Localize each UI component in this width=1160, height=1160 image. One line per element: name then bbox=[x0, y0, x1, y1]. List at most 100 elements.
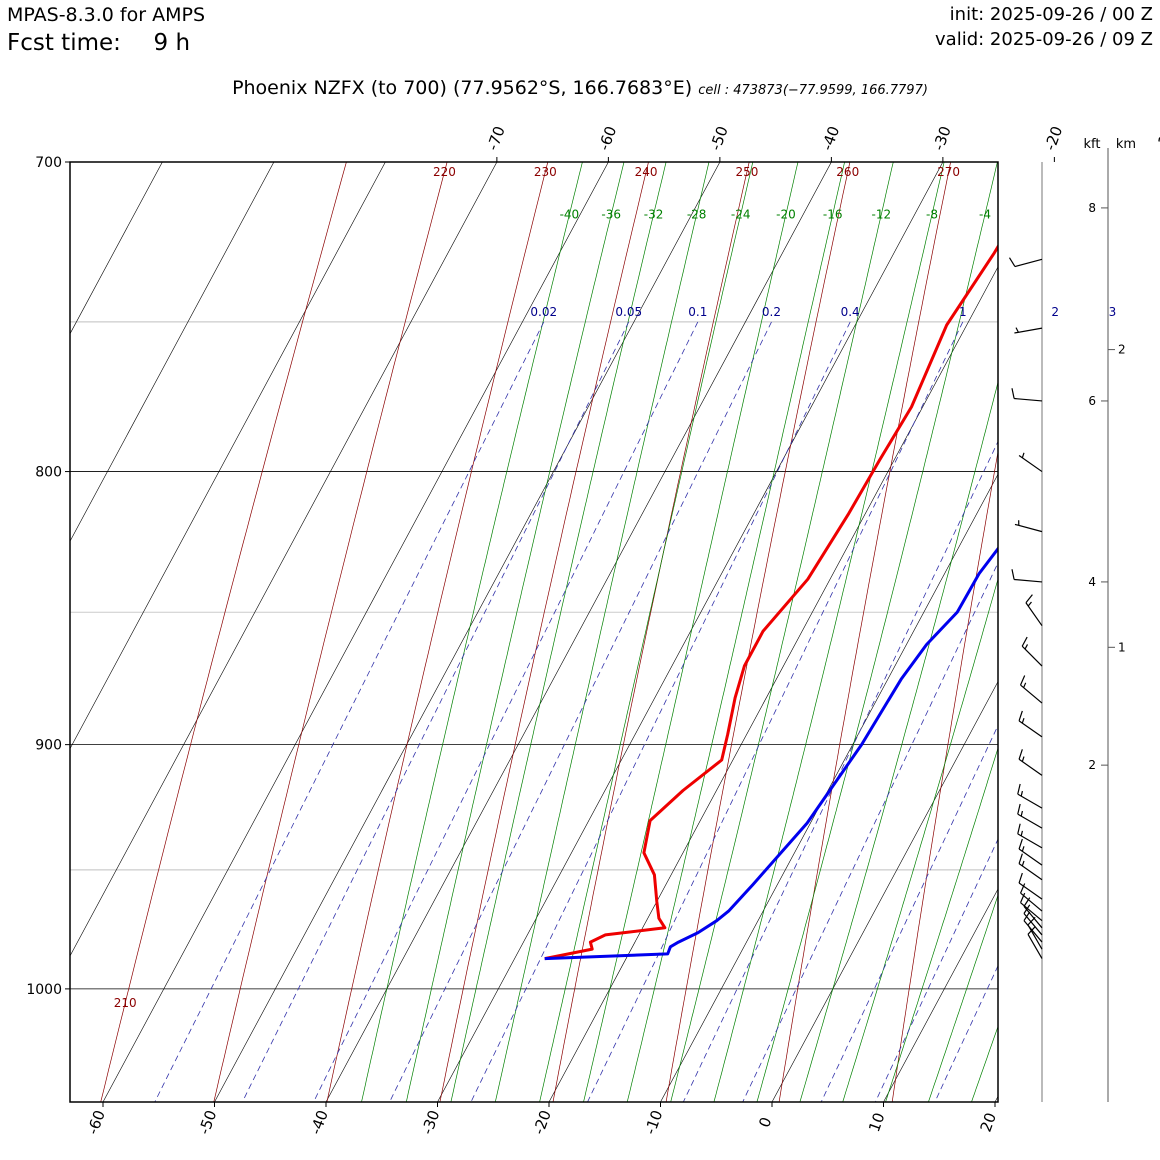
mixing-ratio-line bbox=[874, 838, 998, 1102]
kft-label: kft bbox=[1084, 137, 1101, 152]
wind-barb bbox=[1018, 853, 1043, 881]
dry-adiabat bbox=[891, 449, 998, 1102]
wind-barb bbox=[1019, 892, 1043, 922]
km-tick-label: 1 bbox=[1118, 640, 1126, 654]
temp-tick-label-bottom: -40 bbox=[307, 1108, 332, 1137]
moist-adiabat-label: -4 bbox=[979, 207, 991, 221]
km-tick-label: 2 bbox=[1118, 343, 1126, 357]
wind-barb bbox=[1008, 257, 1043, 268]
mixing-ratio-label: 3 bbox=[1109, 305, 1117, 319]
barb-staff bbox=[1023, 905, 1043, 929]
pressure-tick-label: 700 bbox=[35, 155, 62, 171]
dry-adiabat bbox=[326, 162, 549, 1102]
wind-barb bbox=[1018, 452, 1043, 473]
barb-feather bbox=[1011, 388, 1015, 399]
dry-adiabat bbox=[552, 162, 750, 1102]
temp-tick-label-bottom: -30 bbox=[418, 1108, 443, 1137]
barb-staff bbox=[1018, 848, 1043, 866]
barb-staff bbox=[1021, 645, 1043, 667]
barb-feather bbox=[1025, 594, 1033, 604]
barb-staff bbox=[1017, 813, 1043, 829]
forecast-time: Fcst time: 9 h bbox=[7, 30, 190, 56]
mixing-ratio-label: 1 bbox=[959, 305, 967, 319]
pressure-tick-label: 900 bbox=[35, 738, 62, 754]
barb-half-feather bbox=[1015, 327, 1019, 333]
barb-staff bbox=[1018, 758, 1043, 776]
isotherm bbox=[325, 162, 832, 1102]
dry-adiabat-label: 270 bbox=[937, 165, 960, 179]
dry-adiabat bbox=[1116, 129, 1160, 1124]
isotherm bbox=[771, 681, 998, 1102]
dry-adiabat-label: 230 bbox=[534, 165, 557, 179]
dry-adiabat bbox=[1002, 129, 1158, 1124]
forecast-time-value: 9 h bbox=[153, 30, 191, 56]
moist-adiabat bbox=[971, 1025, 998, 1102]
kft-tick-label: 6 bbox=[1088, 394, 1096, 408]
barb-staff bbox=[1020, 892, 1043, 912]
init-time: init: 2025-09-26 / 00 Z bbox=[949, 4, 1153, 25]
barb-feather bbox=[1017, 803, 1021, 815]
moist-adiabat bbox=[885, 746, 998, 1102]
barb-staff bbox=[1014, 523, 1043, 533]
barb-feather bbox=[1021, 636, 1028, 647]
moist-adiabat-label: -8 bbox=[926, 207, 938, 221]
temp-tick-label-bottom: -20 bbox=[530, 1108, 555, 1137]
temp-tick-label-top: -30 bbox=[930, 124, 955, 153]
dry-adiabat-label: 240 bbox=[635, 165, 658, 179]
wind-barb bbox=[1025, 594, 1043, 627]
kft-tick-label: 2 bbox=[1088, 758, 1096, 772]
cell-label: cell : 473873(−77.9599, 166.7797) bbox=[698, 83, 928, 98]
temperature-profile bbox=[544, 243, 998, 961]
wind-barb bbox=[1019, 675, 1043, 704]
wind-barb bbox=[1017, 803, 1043, 829]
chart-title: Phoenix NZFX (to 700) (77.9562°S, 166.76… bbox=[0, 77, 1160, 99]
kft-tick-label: 4 bbox=[1088, 575, 1096, 589]
mixing-ratio-label: 0.4 bbox=[841, 305, 860, 319]
barb-feather bbox=[1011, 569, 1015, 580]
wind-barb bbox=[1017, 783, 1043, 809]
barb-feather bbox=[1018, 853, 1023, 864]
isotherm bbox=[70, 162, 163, 335]
barb-feather bbox=[1018, 749, 1023, 760]
barb-feather bbox=[1018, 872, 1023, 884]
dry-adiabat-label: 250 bbox=[735, 165, 758, 179]
wind-barb bbox=[1011, 388, 1043, 402]
moist-adiabat-label: -24 bbox=[731, 207, 751, 221]
temp-tick-label-top: -10 bbox=[1153, 124, 1160, 153]
moist-adiabat-label: -28 bbox=[687, 207, 707, 221]
moist-adiabat bbox=[928, 893, 998, 1102]
barb-staff bbox=[1020, 902, 1043, 922]
barb-staff bbox=[1023, 920, 1043, 943]
barb-half-feather bbox=[1020, 810, 1024, 817]
moist-adiabat-label: -12 bbox=[871, 207, 891, 221]
temp-tick-label-top: -70 bbox=[484, 124, 509, 153]
barb-feather bbox=[1008, 257, 1016, 267]
barb-feather bbox=[1019, 883, 1026, 894]
isotherm bbox=[214, 162, 721, 1102]
dry-adiabat bbox=[100, 162, 347, 1102]
wind-barb bbox=[1018, 749, 1043, 776]
barb-staff bbox=[1020, 684, 1043, 704]
dry-adiabat bbox=[439, 162, 649, 1102]
mixing-ratio-label: 2 bbox=[1051, 305, 1059, 319]
mixing-ratio-line bbox=[820, 724, 998, 1102]
temp-tick-label-bottom: 0 bbox=[755, 1115, 775, 1130]
isotherm bbox=[437, 162, 944, 1102]
barb-feather bbox=[1017, 823, 1021, 835]
barb-half-feather bbox=[1021, 717, 1025, 724]
mixing-ratio-label: 0.05 bbox=[615, 305, 642, 319]
mixing-ratio-line bbox=[470, 321, 851, 1102]
moist-adiabat bbox=[361, 162, 583, 1102]
barb-staff bbox=[1018, 455, 1043, 473]
moist-adiabat bbox=[405, 162, 625, 1102]
temp-tick-label-bottom: -10 bbox=[641, 1108, 666, 1137]
dry-adiabat bbox=[213, 162, 448, 1102]
temp-tick-label-top: -20 bbox=[1041, 124, 1066, 153]
moist-adiabat bbox=[450, 162, 667, 1102]
moist-adiabat bbox=[713, 162, 945, 1102]
barb-half-feather bbox=[1020, 830, 1024, 837]
moist-adiabat bbox=[494, 162, 710, 1102]
temp-tick-label-bottom: -60 bbox=[84, 1108, 109, 1137]
mixing-ratio-line bbox=[742, 561, 998, 1102]
